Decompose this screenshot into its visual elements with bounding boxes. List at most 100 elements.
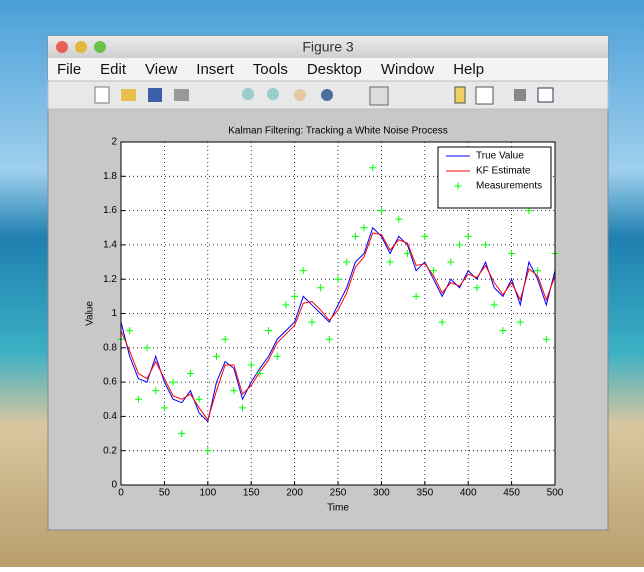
save-icon[interactable] [148, 88, 162, 102]
marker [395, 215, 403, 223]
x-tick-label: 500 [547, 488, 564, 499]
hide-tools-icon[interactable] [514, 89, 526, 101]
y-tick-label: 1 [111, 308, 117, 319]
axes-frame [120, 141, 556, 486]
marker [325, 335, 333, 343]
y-tick-label: 0.8 [103, 342, 117, 353]
zoom-button[interactable] [94, 41, 106, 53]
marker [386, 258, 394, 266]
y-tick-label: 1.2 [103, 274, 117, 285]
title-bar [48, 36, 608, 58]
marker [421, 232, 429, 240]
y-tick-label: 2 [111, 137, 117, 148]
marker [247, 361, 255, 369]
window-title: Figure 3 [302, 39, 354, 55]
marker [534, 267, 542, 275]
x-tick-label: 0 [118, 488, 124, 499]
marker [508, 249, 516, 257]
marker [239, 404, 247, 412]
marker [482, 241, 490, 249]
marker [412, 292, 420, 300]
close-button[interactable] [56, 41, 68, 53]
legend: True Value KF Estimate Measurements [437, 146, 552, 209]
marker [490, 301, 498, 309]
y-tick-label: 0.4 [103, 411, 117, 422]
series-line [120, 232, 556, 421]
brush-icon[interactable] [369, 86, 389, 106]
menu-item[interactable]: Insert [196, 61, 234, 78]
y-tick-label: 1.4 [103, 240, 117, 251]
marker [542, 335, 550, 343]
marker [143, 344, 151, 352]
marker [447, 258, 455, 266]
x-tick-label: 150 [243, 488, 260, 499]
marker [256, 370, 264, 378]
marker [299, 267, 307, 275]
marker [317, 284, 325, 292]
print-icon[interactable] [174, 89, 189, 101]
menu-item[interactable]: Help [453, 61, 484, 78]
x-tick-label: 400 [460, 488, 477, 499]
open-icon[interactable] [121, 89, 136, 101]
marker [126, 327, 134, 335]
marker [499, 327, 507, 335]
marker [377, 207, 385, 215]
minimize-button[interactable] [75, 41, 87, 53]
menu-item[interactable]: View [145, 61, 177, 78]
x-tick-label: 50 [159, 488, 171, 499]
zoom-out-icon[interactable] [267, 88, 279, 100]
legend-label: Measurements [476, 181, 542, 192]
marker [160, 404, 168, 412]
x-tick-label: 450 [503, 488, 520, 499]
marker [212, 352, 220, 360]
y-tick-label: 1.6 [103, 205, 117, 216]
legend-swatch [454, 182, 462, 190]
chart-title: Kalman Filtering: Tracking a White Noise… [228, 126, 448, 137]
marker [429, 267, 437, 275]
marker [403, 249, 411, 257]
toolbar-icons [94, 86, 554, 106]
pan-icon[interactable] [294, 89, 306, 101]
marker [334, 275, 342, 283]
marker [221, 335, 229, 343]
menu-item[interactable]: Tools [253, 61, 288, 78]
x-tick-label: 350 [416, 488, 433, 499]
menu-item[interactable]: File [57, 61, 81, 78]
rotate-icon[interactable] [321, 89, 333, 101]
y-axis-label: Value [85, 301, 96, 326]
marker [195, 395, 203, 403]
marker [178, 430, 186, 438]
marker [464, 232, 472, 240]
y-tick-label: 0.6 [103, 377, 117, 388]
y-tick-label: 1.8 [103, 171, 117, 182]
marker [169, 378, 177, 386]
y-tick-label: 0.2 [103, 445, 117, 456]
y-tick-label: 0 [111, 480, 117, 491]
marker [516, 318, 524, 326]
x-tick-label: 100 [199, 488, 216, 499]
colorbar-icon[interactable] [454, 86, 466, 104]
zoom-in-icon[interactable] [242, 88, 254, 100]
show-tools-icon[interactable] [537, 87, 554, 103]
marker [265, 327, 273, 335]
marker [360, 224, 368, 232]
marker [291, 292, 299, 300]
menu-item[interactable]: Desktop [307, 61, 362, 78]
marker [134, 395, 142, 403]
marker [369, 164, 377, 172]
menu-item[interactable]: Window [381, 61, 435, 78]
marker [152, 387, 160, 395]
marker [230, 387, 238, 395]
marker [186, 370, 194, 378]
marker [273, 352, 281, 360]
menu-item[interactable]: Edit [100, 61, 127, 78]
menu-bar [48, 58, 608, 81]
legend-icon[interactable] [475, 86, 494, 105]
x-tick-label: 300 [373, 488, 390, 499]
new-icon[interactable] [94, 86, 110, 104]
legend-label: KF Estimate [476, 166, 531, 177]
marker [438, 318, 446, 326]
legend-box [437, 146, 552, 209]
